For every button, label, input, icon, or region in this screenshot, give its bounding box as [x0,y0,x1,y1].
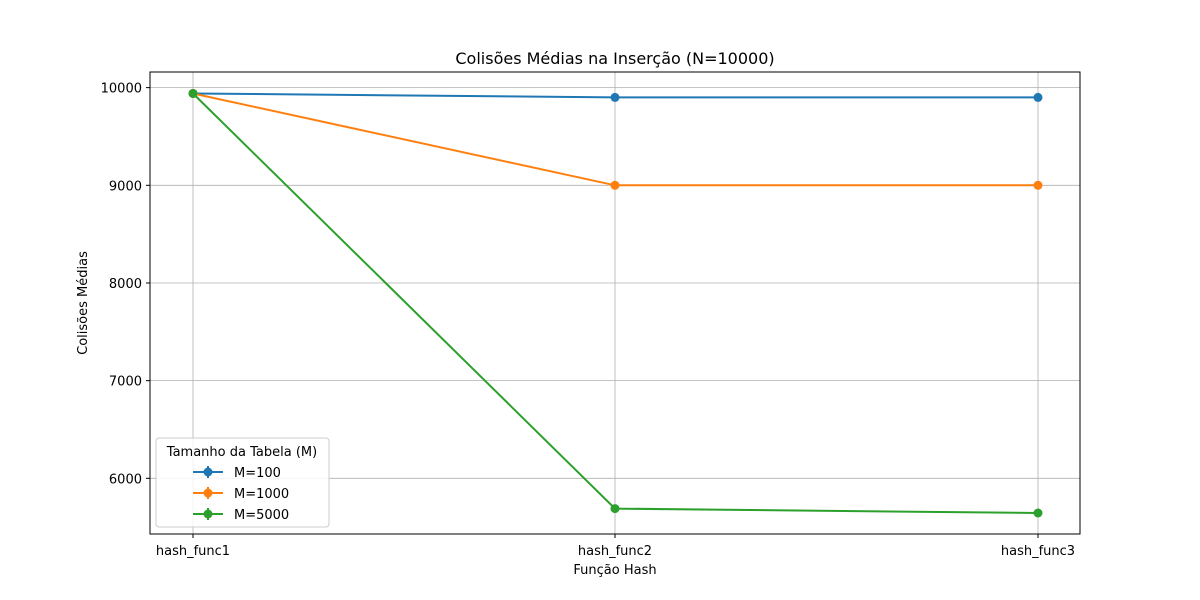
data-point [1033,180,1043,190]
x-axis-label: Função Hash [573,563,656,578]
x-tick-label: hash_func1 [156,544,230,559]
data-point [610,504,620,514]
x-tick-label: hash_func3 [1001,544,1075,559]
legend-label: M=100 [234,466,281,481]
series-line-M=1000 [192,92,1038,187]
y-tick-label: 10000 [101,82,142,97]
legend: Tamanho da Tabela (M) M=100 M=1000 M=5000 [155,437,330,528]
data-point [188,88,198,98]
y-ticks: 6000 7000 8000 9000 10000 [101,82,150,487]
x-tick-label: hash_func2 [578,544,652,559]
y-tick-label: 9000 [109,179,142,194]
y-axis-label: Colisões Médias [76,251,91,355]
data-point [610,180,620,190]
x-ticks: hash_func1 hash_func2 hash_func3 [156,534,1075,559]
data-point [1033,92,1043,102]
y-tick-label: 8000 [109,277,142,292]
legend-label: M=5000 [234,508,289,523]
legend-marker [203,509,213,519]
legend-title: Tamanho da Tabela (M) [166,445,317,460]
legend-marker [203,467,213,477]
data-point [1033,508,1043,518]
series-lines [188,88,1043,518]
data-point [610,92,620,102]
legend-box [155,437,330,528]
legend-marker [203,488,213,498]
chart-title: Colisões Médias na Inserção (N=10000) [455,49,774,68]
y-tick-label: 7000 [109,375,142,390]
legend-label: M=1000 [234,487,289,502]
y-tick-label: 6000 [109,472,142,487]
